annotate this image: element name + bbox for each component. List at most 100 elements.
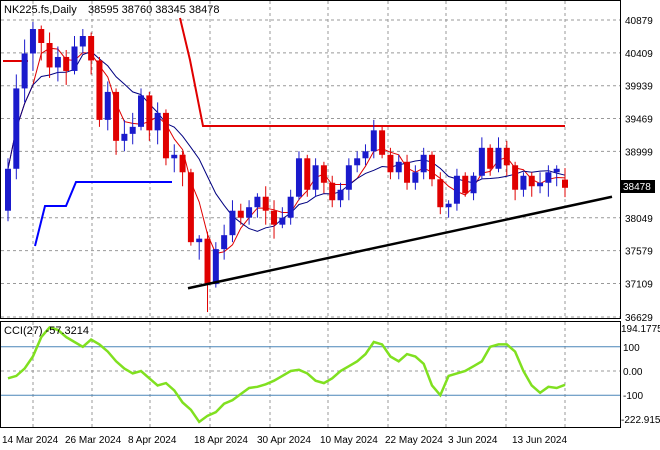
candle-body [453,175,460,204]
candle[interactable] [262,186,269,225]
date-tick-label: 10 May 2024 [320,435,378,446]
candle-body [38,29,45,43]
candle[interactable] [379,126,386,159]
cci-panel [1,325,620,424]
candle[interactable] [362,144,369,166]
candle[interactable] [337,182,344,208]
candle[interactable] [553,165,560,187]
candle[interactable] [487,144,494,176]
candle[interactable] [146,91,153,141]
candle[interactable] [528,172,535,197]
candle-body [445,203,452,208]
candle[interactable] [395,154,402,180]
candle[interactable] [562,168,568,198]
candle[interactable] [254,193,261,218]
candle[interactable] [187,168,194,246]
candle[interactable] [271,200,278,239]
candle[interactable] [38,25,45,61]
candle[interactable] [545,165,552,197]
candle[interactable] [462,172,469,197]
candle[interactable] [312,158,319,197]
candle[interactable] [88,32,95,75]
candle[interactable] [63,49,70,85]
price-tick-label: 40409 [625,49,653,60]
candle[interactable] [154,102,161,145]
support-trendline[interactable] [187,195,613,290]
candle[interactable] [412,165,419,190]
candle-body [470,175,477,194]
price-tick-label: 38999 [625,147,653,158]
candle-body [295,158,302,197]
candle[interactable] [478,137,485,180]
candle[interactable] [428,151,435,187]
candle-body [320,165,327,183]
candle[interactable] [279,207,286,229]
candle-body [528,175,535,187]
candle[interactable] [5,158,11,222]
candle[interactable] [453,168,460,211]
candle[interactable] [470,172,477,201]
candle[interactable] [520,172,527,197]
candle-body [246,207,253,218]
candle-body [29,29,36,54]
price-tick-label: 39469 [625,115,653,126]
date-tick-label: 14 Mar 2024 [2,435,59,446]
candle[interactable] [13,74,20,180]
candle[interactable] [29,22,36,71]
candle[interactable] [287,189,294,225]
candle[interactable] [129,112,136,145]
candle[interactable] [512,161,519,201]
candle[interactable] [96,56,103,127]
candle[interactable] [196,235,203,260]
candle-body [138,95,145,127]
candle[interactable] [503,140,510,176]
candle[interactable] [46,32,53,78]
resistance-line[interactable] [179,17,565,127]
candle-body [362,151,369,159]
candle[interactable] [21,39,28,103]
candle[interactable] [329,175,336,208]
candle[interactable] [212,242,219,288]
candle[interactable] [404,154,411,190]
candle[interactable] [246,200,253,225]
candle-body [88,36,95,61]
candle[interactable] [445,200,452,218]
candle[interactable] [121,119,128,152]
candle-body [212,249,219,285]
candle[interactable] [345,158,352,201]
candle[interactable] [104,81,111,131]
candle[interactable] [138,88,145,131]
date-tick-label: 3 Jun 2024 [448,435,498,446]
candle-body [420,154,427,173]
candle[interactable] [79,29,86,54]
candle[interactable] [71,36,78,75]
candle[interactable] [354,151,361,173]
candle-body [154,112,161,131]
candle[interactable] [229,200,236,243]
price-tick-label: 37109 [625,279,653,290]
candle[interactable] [495,137,502,173]
candle[interactable] [171,144,178,173]
candle[interactable] [54,46,61,82]
support-step-line[interactable] [34,181,172,247]
candle[interactable] [221,224,228,260]
candle[interactable] [387,147,394,180]
candle[interactable] [162,109,169,166]
price-tick-label: 39939 [625,82,653,93]
candle[interactable] [537,172,544,194]
candle-body [329,182,336,201]
candle[interactable] [420,147,427,180]
candle[interactable] [437,172,444,215]
candle[interactable] [295,151,302,201]
candle[interactable] [237,203,244,225]
date-tick-label: 13 Jun 2024 [512,435,567,446]
candle[interactable] [113,88,120,155]
candle[interactable] [320,161,327,194]
candle[interactable] [304,154,311,197]
candle[interactable] [179,151,186,187]
candle[interactable] [204,231,211,313]
candle-body [312,165,319,190]
price-panel-frame [0,0,621,319]
candle[interactable] [370,119,377,159]
price-tick-label: 37579 [625,247,653,258]
